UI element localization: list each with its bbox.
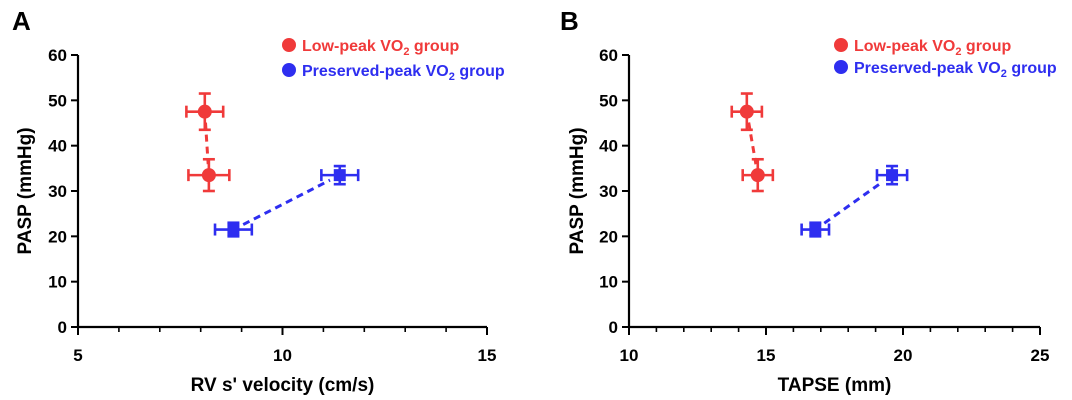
legend-label-text: Preserved-peak VO [302, 63, 449, 80]
x-tick-label: 10 [273, 346, 292, 365]
x-tick-label: 15 [478, 346, 497, 365]
legend-item-low: Low-peak VO2 group [282, 38, 459, 58]
x-axis-title: TAPSE (mm) [778, 375, 892, 396]
point-marker [739, 104, 754, 119]
point-marker [750, 168, 765, 183]
data-point [185, 92, 225, 132]
legend-label: Preserved-peak VO2 group [854, 60, 1057, 80]
y-tick-label: 60 [48, 46, 67, 65]
legend-label-subscript: 2 [955, 46, 961, 58]
legend-item-low: Low-peak VO2 group [834, 38, 1011, 58]
legend-label-suffix: group [961, 38, 1011, 55]
legend-label-subscript: 2 [403, 46, 409, 58]
legend-label: Low-peak VO2 group [302, 38, 459, 58]
legend-label-subscript: 2 [1001, 68, 1007, 80]
x-tick-label: 5 [73, 346, 82, 365]
series-connector [242, 178, 331, 226]
panel-letter: A [12, 6, 31, 36]
y-tick-label: 30 [599, 182, 618, 201]
y-tick-label: 0 [58, 318, 67, 337]
legend-label-text: Preserved-peak VO [854, 60, 1001, 77]
y-tick-label: 0 [609, 318, 618, 337]
x-tick-label: 20 [894, 346, 913, 365]
series-preserved [213, 164, 360, 238]
legend-item-preserved: Preserved-peak VO2 group [834, 60, 1057, 80]
y-tick-label: 20 [48, 227, 67, 246]
legend-label-suffix: group [455, 63, 505, 80]
data-point [320, 164, 360, 186]
y-tick-label: 30 [48, 182, 67, 201]
legend-label: Preserved-peak VO2 group [302, 63, 505, 83]
y-tick-label: 60 [599, 46, 618, 65]
x-tick-label: 25 [1031, 346, 1050, 365]
y-axis-title: PASP (mmHg) [15, 127, 36, 254]
legend-label-text: Low-peak VO [854, 38, 955, 55]
legend-marker [282, 38, 296, 52]
data-point [213, 221, 254, 238]
data-point [187, 157, 231, 193]
y-axis-title: PASP (mmHg) [567, 127, 588, 254]
data-point [875, 164, 909, 186]
series-preserved [800, 164, 909, 238]
legend-label-suffix: group [409, 38, 459, 55]
point-marker [197, 104, 212, 119]
point-marker [227, 223, 240, 236]
point-marker [809, 223, 822, 236]
y-tick-label: 40 [48, 137, 67, 156]
series-connector [823, 180, 884, 225]
legend-marker [834, 38, 848, 52]
legend-marker [282, 63, 296, 77]
x-axis-title: RV s' velocity (cm/s) [191, 375, 375, 396]
y-tick-label: 40 [599, 137, 618, 156]
series-low [185, 92, 231, 193]
chart-panel-a: A 0 10 20 30 40 50 60 5 10 15 RV s' velocity (cm/s)… [12, 6, 505, 396]
legend-marker [834, 60, 848, 74]
panel-letter: B [560, 6, 579, 36]
y-tick-label: 50 [599, 91, 618, 110]
legend-label: Low-peak VO2 group [854, 38, 1011, 58]
x-tick-label: 10 [620, 346, 639, 365]
data-point [741, 157, 775, 193]
legend-label-subscript: 2 [449, 71, 455, 83]
point-marker [886, 169, 899, 182]
legend-label-text: Low-peak VO [302, 38, 403, 55]
series-low [730, 92, 775, 193]
y-tick-label: 20 [599, 227, 618, 246]
point-marker [201, 168, 216, 183]
x-tick-label: 15 [757, 346, 776, 365]
y-tick-label: 50 [48, 91, 67, 110]
point-marker [333, 169, 346, 182]
y-tick-label: 10 [48, 273, 67, 292]
y-tick-label: 10 [599, 273, 618, 292]
legend-label-suffix: group [1007, 60, 1057, 77]
data-point [800, 221, 831, 238]
data-point [730, 92, 764, 132]
legend-item-preserved: Preserved-peak VO2 group [282, 63, 505, 83]
